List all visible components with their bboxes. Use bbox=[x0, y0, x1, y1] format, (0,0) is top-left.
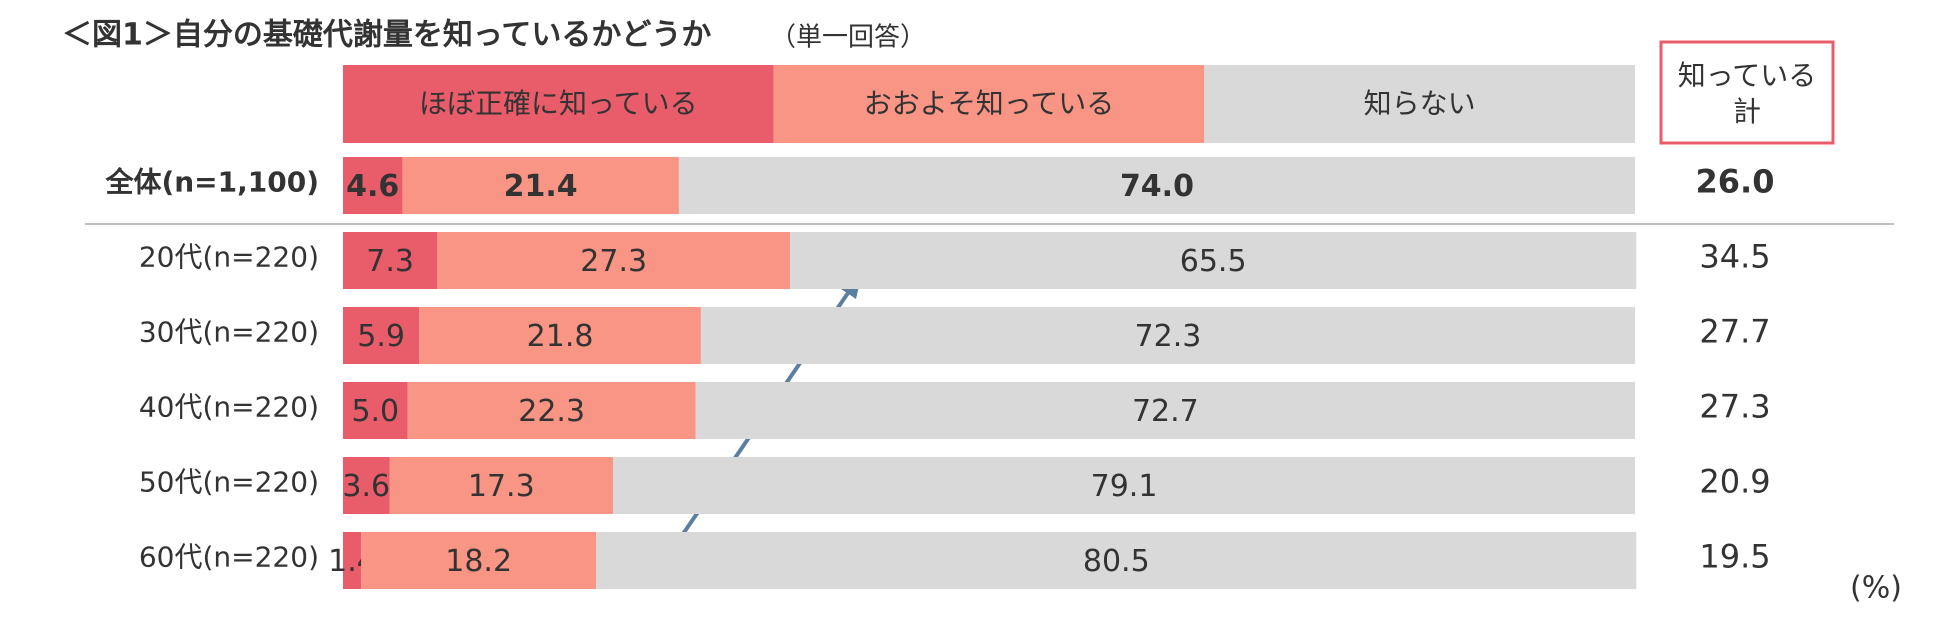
bar-segment bbox=[389, 457, 614, 514]
bar-segment bbox=[437, 232, 791, 289]
total-label: 26.0 bbox=[1696, 163, 1775, 201]
category-label: 60代(n=220) bbox=[139, 541, 319, 574]
bar-segment bbox=[419, 307, 701, 364]
value-label: 22.3 bbox=[518, 394, 585, 429]
value-label: 74.0 bbox=[1120, 169, 1194, 204]
legend-swatch bbox=[773, 65, 1205, 143]
totals-header: 知っている計 bbox=[1678, 59, 1817, 128]
total-label: 20.9 bbox=[1699, 463, 1770, 501]
bar-segment bbox=[343, 232, 438, 289]
totals-header-line: 知っている bbox=[1678, 59, 1817, 92]
category-label: 20代(n=220) bbox=[139, 241, 319, 274]
unit-label: (%) bbox=[1850, 571, 1902, 606]
value-label: 7.3 bbox=[366, 244, 414, 279]
legend-swatch bbox=[343, 65, 774, 143]
category-label: 50代(n=220) bbox=[139, 466, 319, 499]
total-label: 27.7 bbox=[1699, 313, 1770, 351]
value-label: 17.3 bbox=[468, 469, 535, 504]
category-label: 30代(n=220) bbox=[139, 316, 319, 349]
bar-segment bbox=[407, 382, 696, 439]
bar-segment bbox=[790, 232, 1637, 289]
bar-segment bbox=[596, 532, 1637, 589]
legend-label: 知らない bbox=[1364, 87, 1476, 120]
bar-segment bbox=[343, 457, 390, 514]
totals-header-box bbox=[1659, 40, 1835, 145]
bar-segment bbox=[343, 382, 408, 439]
value-label: 72.3 bbox=[1135, 319, 1202, 354]
value-label: 3.6 bbox=[342, 469, 390, 504]
bar-segment bbox=[361, 532, 597, 589]
total-label: 34.5 bbox=[1699, 238, 1770, 276]
total-label: 27.3 bbox=[1699, 388, 1770, 426]
value-label: 79.1 bbox=[1091, 469, 1158, 504]
bar-segment bbox=[402, 157, 679, 214]
totals-header-line: 計 bbox=[1733, 95, 1761, 128]
category-label: 40代(n=220) bbox=[139, 391, 319, 424]
value-label: 80.5 bbox=[1083, 544, 1150, 579]
bar-segment bbox=[343, 307, 420, 364]
bar-segment bbox=[613, 457, 1635, 514]
bar-segment bbox=[695, 382, 1635, 439]
chart-title: ＜図1＞自分の基礎代謝量を知っているかどうか bbox=[62, 18, 711, 53]
bar-segment bbox=[678, 157, 1635, 214]
value-label: 21.4 bbox=[504, 169, 578, 204]
legend-label: ほぼ正確に知っている bbox=[419, 87, 698, 120]
value-label: 21.8 bbox=[527, 319, 594, 354]
value-label: 27.3 bbox=[580, 244, 647, 279]
bar-segment bbox=[343, 532, 362, 589]
value-label: 4.6 bbox=[346, 169, 399, 204]
category-label: 全体(n=1,100) bbox=[104, 166, 319, 199]
value-label: 5.0 bbox=[351, 394, 399, 429]
total-label: 19.5 bbox=[1699, 538, 1770, 576]
value-label: 5.9 bbox=[357, 319, 405, 354]
legend-swatch bbox=[1204, 65, 1635, 143]
legend-label: おおよそ知っている bbox=[864, 87, 1115, 120]
value-label: 72.7 bbox=[1132, 394, 1199, 429]
value-label: 18.2 bbox=[445, 544, 512, 579]
bar-segment bbox=[700, 307, 1635, 364]
chart-subtitle: （単一回答） bbox=[770, 23, 926, 53]
bar-segment bbox=[343, 157, 403, 214]
value-label: 65.5 bbox=[1180, 244, 1247, 279]
